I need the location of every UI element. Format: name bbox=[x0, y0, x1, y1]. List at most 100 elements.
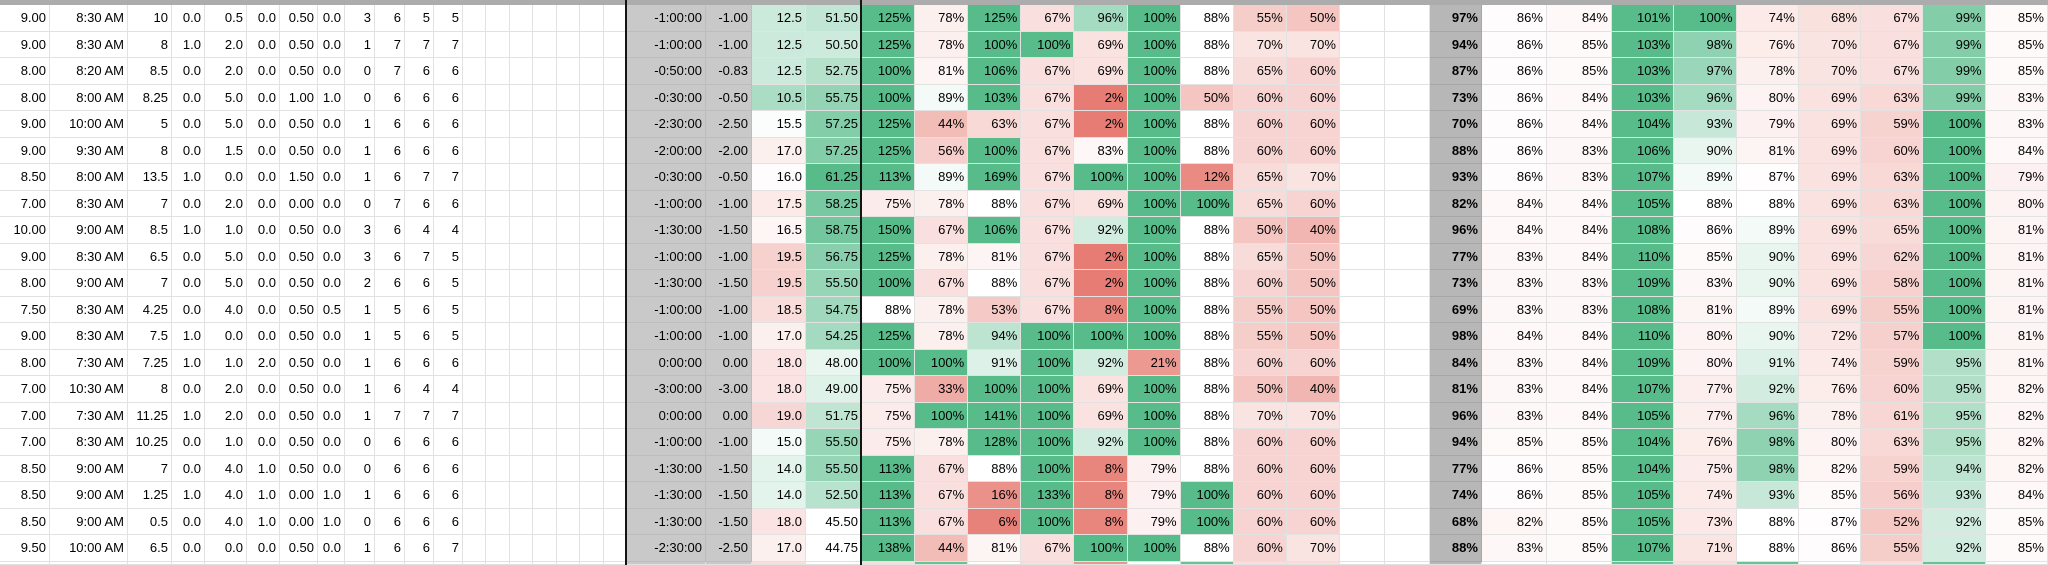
percent-cell[interactable]: 79% bbox=[1127, 508, 1181, 535]
percent-cell[interactable]: 6% bbox=[968, 508, 1022, 535]
percent-cell[interactable]: 100% bbox=[1127, 323, 1181, 350]
left-cell[interactable]: 10:00 AM bbox=[50, 111, 128, 138]
left-cell[interactable]: 6 bbox=[375, 111, 405, 138]
offset-hours-cell[interactable]: -3.00 bbox=[705, 376, 752, 403]
left-cell[interactable]: 0.50 bbox=[280, 296, 318, 323]
percent-cell[interactable]: 84% bbox=[1546, 111, 1612, 138]
percent-cell[interactable]: 67% bbox=[1021, 58, 1075, 85]
percent-cell[interactable]: 69% bbox=[1074, 190, 1128, 217]
empty-cell[interactable] bbox=[533, 270, 557, 297]
left-cell[interactable]: 3 bbox=[345, 217, 375, 244]
partial-cell[interactable] bbox=[50, 561, 128, 565]
percent-cell[interactable]: 50% bbox=[1286, 5, 1340, 32]
left-cell[interactable]: 8:20 AM bbox=[50, 58, 128, 85]
percent-cell[interactable]: 100% bbox=[1127, 31, 1181, 58]
summary-percent-cell[interactable]: 88% bbox=[1429, 137, 1482, 164]
partial-cell[interactable] bbox=[1736, 561, 1799, 565]
left-cell[interactable]: 6 bbox=[405, 323, 434, 350]
empty-cell[interactable] bbox=[509, 5, 534, 32]
empty-cell[interactable] bbox=[556, 508, 581, 535]
percent-cell[interactable]: 110% bbox=[1611, 243, 1675, 270]
percent-cell[interactable]: 70% bbox=[1286, 402, 1340, 429]
left-cell[interactable]: 8:00 AM bbox=[50, 164, 128, 191]
offset-hours-cell[interactable]: -1.50 bbox=[705, 482, 752, 509]
empty-cell[interactable] bbox=[533, 323, 557, 350]
empty-cell[interactable] bbox=[486, 217, 510, 244]
percent-cell[interactable]: 100% bbox=[1923, 243, 1986, 270]
summary-percent-cell[interactable]: 96% bbox=[1429, 217, 1482, 244]
percent-cell[interactable]: 69% bbox=[1074, 402, 1128, 429]
left-cell[interactable]: 1 bbox=[345, 111, 375, 138]
offset-hours-cell[interactable]: -0.83 bbox=[705, 58, 752, 85]
percent-cell[interactable]: 84% bbox=[1546, 243, 1612, 270]
percent-cell[interactable]: 100% bbox=[1074, 164, 1128, 191]
empty-cell[interactable] bbox=[580, 111, 604, 138]
percent-cell[interactable]: 50% bbox=[1233, 376, 1287, 403]
percent-cell[interactable]: 86% bbox=[1674, 217, 1737, 244]
left-cell[interactable]: 6 bbox=[405, 190, 434, 217]
percent-cell[interactable]: 88% bbox=[1180, 349, 1234, 376]
percent-cell[interactable]: 77% bbox=[1674, 376, 1737, 403]
empty-cell[interactable] bbox=[1384, 137, 1430, 164]
percent-cell[interactable]: 67% bbox=[1861, 5, 1924, 32]
empty-cell[interactable] bbox=[509, 58, 534, 85]
left-cell[interactable]: 0 bbox=[345, 508, 375, 535]
percent-cell[interactable]: 104% bbox=[1611, 455, 1675, 482]
empty-cell[interactable] bbox=[603, 349, 627, 376]
left-cell[interactable]: 9:30 AM bbox=[50, 137, 128, 164]
percent-cell[interactable]: 92% bbox=[1074, 349, 1128, 376]
left-cell[interactable]: 11.25 bbox=[128, 402, 172, 429]
percent-cell[interactable]: 69% bbox=[1798, 164, 1862, 191]
percent-cell[interactable]: 93% bbox=[1923, 482, 1986, 509]
offset-hours-cell[interactable]: -0.50 bbox=[705, 84, 752, 111]
percent-cell[interactable]: 86% bbox=[1481, 455, 1547, 482]
metric1-cell[interactable]: 12.5 bbox=[751, 31, 806, 58]
percent-cell[interactable]: 88% bbox=[968, 190, 1022, 217]
percent-cell[interactable]: 100% bbox=[1021, 429, 1075, 456]
percent-cell[interactable]: 100% bbox=[915, 402, 969, 429]
percent-cell[interactable]: 100% bbox=[1021, 323, 1075, 350]
percent-cell[interactable]: 100% bbox=[1127, 164, 1181, 191]
percent-cell[interactable]: 84% bbox=[1985, 137, 2048, 164]
percent-cell[interactable]: 60% bbox=[1861, 376, 1924, 403]
percent-cell[interactable]: 90% bbox=[1674, 137, 1737, 164]
left-cell[interactable]: 7:30 AM bbox=[50, 402, 128, 429]
empty-cell[interactable] bbox=[1384, 323, 1430, 350]
left-cell[interactable]: 7:30 AM bbox=[50, 349, 128, 376]
empty-cell[interactable] bbox=[556, 270, 581, 297]
metric1-cell[interactable]: 15.0 bbox=[751, 429, 806, 456]
empty-cell[interactable] bbox=[1339, 190, 1385, 217]
percent-cell[interactable]: 125% bbox=[861, 137, 916, 164]
empty-cell[interactable] bbox=[1339, 402, 1385, 429]
percent-cell[interactable]: 108% bbox=[1611, 217, 1675, 244]
empty-cell[interactable] bbox=[603, 5, 627, 32]
empty-cell[interactable] bbox=[533, 164, 557, 191]
percent-cell[interactable]: 60% bbox=[1233, 535, 1287, 562]
left-cell[interactable]: 8 bbox=[128, 376, 172, 403]
percent-cell[interactable]: 83% bbox=[1481, 376, 1547, 403]
percent-cell[interactable]: 93% bbox=[1674, 111, 1737, 138]
percent-cell[interactable]: 74% bbox=[1798, 349, 1862, 376]
percent-cell[interactable]: 78% bbox=[915, 296, 969, 323]
percent-cell[interactable]: 103% bbox=[1611, 58, 1675, 85]
metric2-cell[interactable]: 50.50 bbox=[805, 31, 862, 58]
partial-cell[interactable] bbox=[556, 561, 581, 565]
empty-cell[interactable] bbox=[509, 190, 534, 217]
empty-cell[interactable] bbox=[463, 455, 487, 482]
left-cell[interactable]: 6 bbox=[434, 58, 463, 85]
left-cell[interactable]: 6 bbox=[434, 508, 463, 535]
left-cell[interactable]: 0.0 bbox=[172, 508, 205, 535]
left-cell[interactable]: 10:00 AM bbox=[50, 535, 128, 562]
empty-cell[interactable] bbox=[533, 535, 557, 562]
left-cell[interactable]: 0 bbox=[345, 190, 375, 217]
empty-cell[interactable] bbox=[463, 111, 487, 138]
empty-cell[interactable] bbox=[603, 137, 627, 164]
percent-cell[interactable]: 97% bbox=[1674, 58, 1737, 85]
percent-cell[interactable]: 100% bbox=[1021, 402, 1075, 429]
left-cell[interactable]: 6 bbox=[434, 190, 463, 217]
percent-cell[interactable]: 44% bbox=[915, 111, 969, 138]
percent-cell[interactable]: 113% bbox=[861, 455, 916, 482]
percent-cell[interactable]: 98% bbox=[1674, 31, 1737, 58]
percent-cell[interactable]: 100% bbox=[1127, 402, 1181, 429]
percent-cell[interactable]: 67% bbox=[1861, 58, 1924, 85]
